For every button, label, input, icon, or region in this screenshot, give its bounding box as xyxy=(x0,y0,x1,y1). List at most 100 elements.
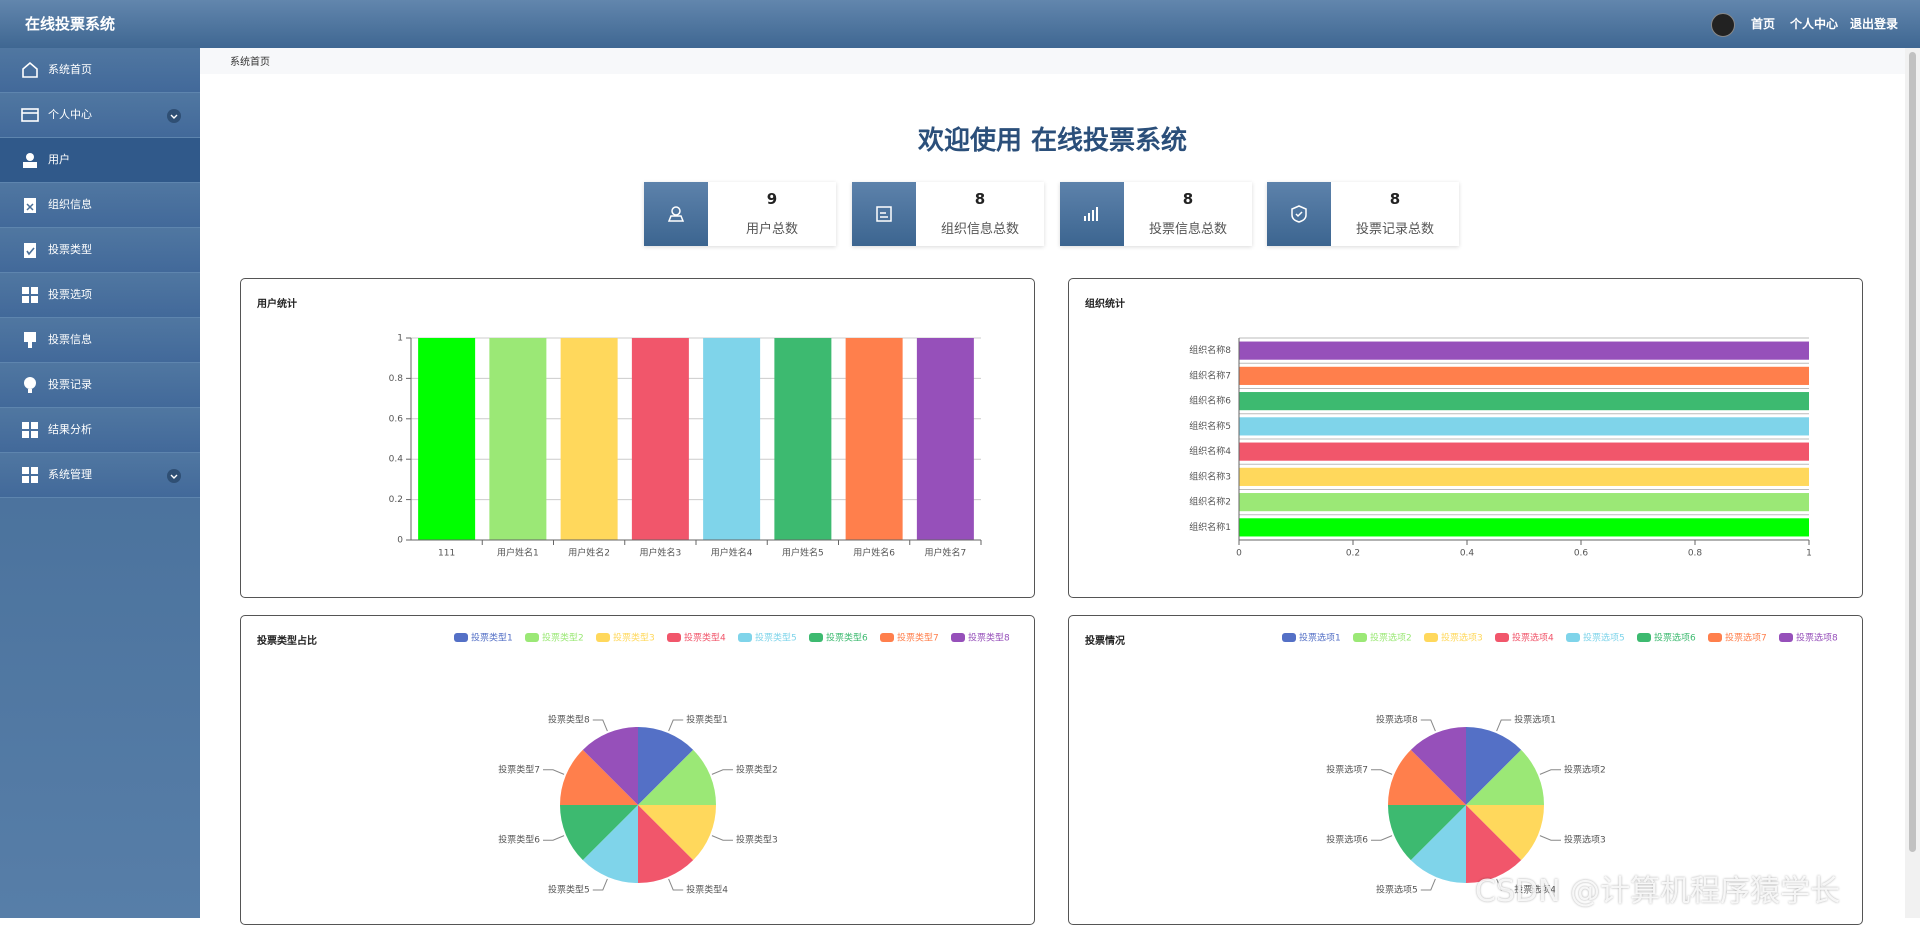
legend-swatch[interactable] xyxy=(1779,633,1793,642)
label-line xyxy=(711,769,733,775)
slice-label: 投票选项1 xyxy=(1514,714,1556,726)
pie-slice[interactable] xyxy=(1410,727,1466,805)
nav-link[interactable]: 个人中心 xyxy=(1790,17,1839,31)
menu-label: 系统首页 xyxy=(48,63,92,76)
legend-swatch[interactable] xyxy=(1282,633,1296,642)
legend-swatch[interactable] xyxy=(809,633,823,642)
legend-swatch[interactable] xyxy=(525,633,539,642)
menu-item[interactable]: 投票类型 xyxy=(0,228,200,273)
menu-icon xyxy=(22,422,38,438)
legend-label[interactable]: 投票选项4 xyxy=(1512,632,1554,644)
stat-icon xyxy=(644,182,708,246)
bar xyxy=(774,338,832,540)
legend-label[interactable]: 投票选项1 xyxy=(1299,632,1341,644)
stat-icon xyxy=(1267,182,1331,246)
menu-item[interactable]: 投票选项 xyxy=(0,273,200,318)
nav-link[interactable]: 退出登录 xyxy=(1850,17,1899,31)
pie-slice[interactable] xyxy=(638,805,694,883)
legend-label[interactable]: 投票类型1 xyxy=(471,632,513,644)
menu-item[interactable]: 投票信息 xyxy=(0,318,200,363)
y-tick-label: 0.2 xyxy=(389,495,403,505)
breadcrumb[interactable]: 系统首页 xyxy=(230,57,270,68)
chart-title: 组织统计 xyxy=(1085,297,1125,310)
label-line xyxy=(668,878,684,891)
expand-icon xyxy=(167,109,181,123)
pie-slice[interactable] xyxy=(582,805,638,883)
pie-slice[interactable] xyxy=(638,805,716,861)
legend-swatch[interactable] xyxy=(1637,633,1651,642)
legend-label[interactable]: 投票类型2 xyxy=(542,632,584,644)
slice-label: 投票类型1 xyxy=(686,714,728,726)
avatar[interactable] xyxy=(1711,13,1735,37)
legend-label[interactable]: 投票选项7 xyxy=(1725,632,1767,644)
legend-swatch[interactable] xyxy=(1566,633,1580,642)
pie-slice[interactable] xyxy=(582,727,638,805)
legend-label[interactable]: 投票选项8 xyxy=(1796,632,1838,644)
pie-slice[interactable] xyxy=(1466,727,1522,805)
legend-label[interactable]: 投票选项6 xyxy=(1654,632,1696,644)
scrollbar[interactable] xyxy=(1905,48,1920,918)
label-line xyxy=(592,878,608,891)
pie-slice[interactable] xyxy=(638,727,694,805)
pie-slice[interactable] xyxy=(1388,749,1466,805)
label-line xyxy=(592,719,608,732)
chart-card: 投票情况 投票选项1 投票选项2 投票选项3 投票选项4 投票选项5 投票选项6 投票选项7 投… xyxy=(1068,615,1863,925)
menu-item[interactable]: 系统管理 xyxy=(0,453,200,498)
slice-label: 投票选项7 xyxy=(1326,763,1368,775)
scroll-thumb[interactable] xyxy=(1909,52,1916,852)
menu-item[interactable]: 用户 xyxy=(0,138,200,183)
menu-item[interactable]: 结果分析 xyxy=(0,408,200,453)
pie-slice[interactable] xyxy=(1410,805,1466,883)
legend-swatch[interactable] xyxy=(454,633,468,642)
y-tick-label: 组织名称7 xyxy=(1189,369,1231,381)
legend-swatch[interactable] xyxy=(1495,633,1509,642)
legend-label[interactable]: 投票选项5 xyxy=(1583,632,1625,644)
stat-label: 组织信息总数 xyxy=(940,222,1019,237)
legend-swatch[interactable] xyxy=(1353,633,1367,642)
legend-label[interactable]: 投票类型4 xyxy=(684,632,726,644)
pie-slice[interactable] xyxy=(560,749,638,805)
x-tick-label: 用户姓名3 xyxy=(640,547,682,559)
legend-label[interactable]: 投票类型8 xyxy=(968,632,1010,644)
menu-icon xyxy=(22,287,38,303)
label-line xyxy=(543,769,565,775)
app-title: 在线投票系统 xyxy=(25,15,116,33)
pie-slice[interactable] xyxy=(638,749,716,805)
legend-swatch[interactable] xyxy=(596,633,610,642)
legend-label[interactable]: 投票类型3 xyxy=(613,632,655,644)
legend-swatch[interactable] xyxy=(738,633,752,642)
legend-label[interactable]: 投票选项2 xyxy=(1370,632,1412,644)
y-tick-label: 组织名称2 xyxy=(1189,496,1231,508)
menu-item[interactable]: 系统首页 xyxy=(0,48,200,93)
pie-slice[interactable] xyxy=(1466,749,1544,805)
x-tick-label: 用户姓名6 xyxy=(853,547,895,559)
pie-slice[interactable] xyxy=(1388,805,1466,861)
bar xyxy=(1239,442,1809,461)
slice-label: 投票选项3 xyxy=(1564,834,1606,846)
legend-swatch[interactable] xyxy=(880,633,894,642)
legend-swatch[interactable] xyxy=(667,633,681,642)
legend-label[interactable]: 投票类型6 xyxy=(826,632,868,644)
legend-swatch[interactable] xyxy=(951,633,965,642)
menu-item[interactable]: 组织信息 xyxy=(0,183,200,228)
legend-label[interactable]: 投票选项3 xyxy=(1441,632,1483,644)
legend-swatch[interactable] xyxy=(1708,633,1722,642)
pie-slice[interactable] xyxy=(1466,805,1544,861)
label-line xyxy=(1496,878,1512,891)
nav-link[interactable]: 首页 xyxy=(1751,17,1776,31)
stat-glyph xyxy=(876,206,892,222)
y-tick-label: 组织名称3 xyxy=(1189,470,1231,482)
legend-swatch[interactable] xyxy=(1424,633,1438,642)
pie-slice[interactable] xyxy=(1466,805,1522,883)
bar xyxy=(1239,518,1809,537)
menu-item[interactable]: 个人中心 xyxy=(0,93,200,138)
menu-item[interactable]: 投票记录 xyxy=(0,363,200,408)
stat-icon xyxy=(1060,182,1124,246)
expand-icon xyxy=(167,469,181,483)
legend-label[interactable]: 投票类型5 xyxy=(755,632,797,644)
menu-label: 系统管理 xyxy=(48,468,92,481)
legend-label[interactable]: 投票类型7 xyxy=(897,632,939,644)
x-tick-label: 0.6 xyxy=(1574,549,1589,559)
pie-slice[interactable] xyxy=(560,805,638,861)
